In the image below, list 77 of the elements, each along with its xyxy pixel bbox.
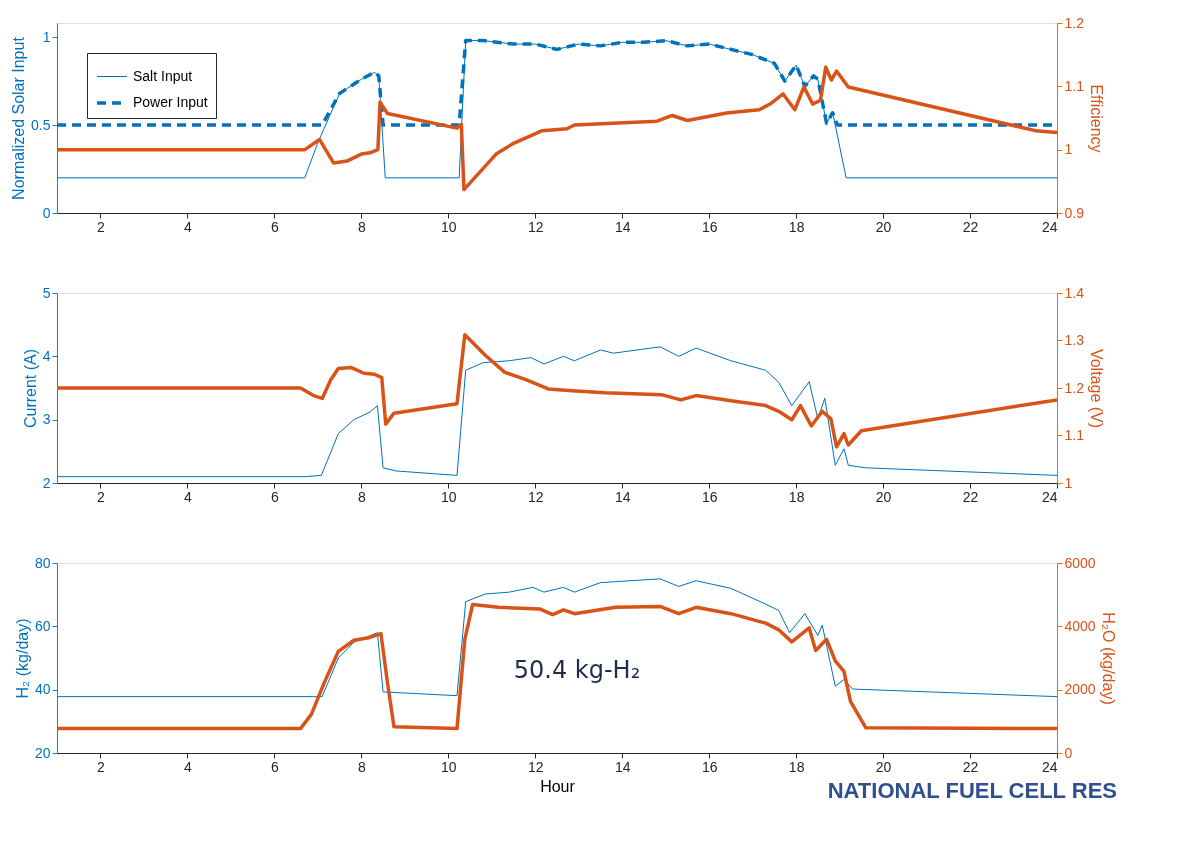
x-tick-label: 18 (788, 758, 805, 775)
x-tick-label: 16 (701, 218, 718, 235)
y-tick-label: 80 (34, 554, 51, 571)
y-tick-label: 3 (42, 411, 51, 428)
x-tick-label: 6 (270, 488, 279, 505)
y2-tick-label: 1.4 (1064, 284, 1085, 301)
y2-tick-label: 0.9 (1064, 204, 1085, 221)
y2-tick-label: 2000 (1064, 681, 1096, 698)
x-tick-label: 4 (184, 218, 193, 235)
x-tick-label: 8 (357, 758, 366, 775)
x-tick-label: 8 (357, 218, 366, 235)
annotation: 50.4 kg-H₂ (513, 656, 641, 685)
x-tick-label: 2 (97, 488, 106, 505)
x-tick-label: 20 (875, 758, 892, 775)
x-tick-label: 6 (270, 218, 279, 235)
legend-label: Salt Input (133, 67, 193, 84)
x-tick-label: 24 (1041, 488, 1058, 505)
x-tick-label: 12 (527, 758, 544, 775)
y2-tick-label: 1 (1064, 141, 1073, 158)
y2-axis-title: Voltage (V) (1087, 348, 1105, 429)
y2-axis-title: Efficiency (1087, 84, 1105, 153)
y2-tick-label: 1.1 (1064, 77, 1085, 94)
x-tick-label: 4 (184, 758, 193, 775)
y-tick-label: 20 (34, 744, 51, 761)
x-tick-label: 6 (270, 758, 279, 775)
x-tick-label: 16 (701, 758, 718, 775)
text: NATIONAL FUEL CELL RES (827, 778, 1117, 803)
y-tick-label: 5 (42, 284, 51, 301)
x-tick-label: 14 (614, 218, 631, 235)
y2-tick-label: 1.2 (1064, 14, 1085, 31)
y2-tick-label: 1.3 (1064, 332, 1085, 348)
x-axis-title: Hour (540, 777, 576, 795)
y2-tick-label: 6000 (1064, 554, 1096, 571)
y-axis-title: Normalized Solar Input (10, 36, 28, 200)
x-tick-label: 18 (788, 218, 805, 235)
y-tick-label: 0 (42, 204, 51, 221)
y2-tick-label: 4000 (1064, 617, 1096, 634)
x-tick-label: 10 (441, 218, 457, 235)
line-series (57, 602, 1057, 731)
x-tick-label: 22 (962, 758, 979, 775)
line-series (57, 65, 1057, 192)
x-tick-label: 10 (441, 488, 457, 505)
x-tick-label: 2 (97, 758, 106, 775)
y-axis-title: H₂ (kg/day) (13, 618, 31, 699)
x-tick-label: 20 (875, 488, 892, 505)
y2-axis-title: H₂O (kg/day) (1099, 612, 1117, 705)
y2-tick-label: 1.1 (1064, 427, 1085, 443)
x-tick-label: 2 (97, 218, 106, 235)
line-series (57, 333, 1057, 449)
x-tick-label: 22 (962, 218, 979, 235)
x-tick-label: 12 (527, 218, 544, 235)
x-tick-label: 4 (184, 488, 193, 505)
x-tick-label: 10 (441, 758, 457, 775)
x-tick-label: 24 (1041, 758, 1058, 775)
x-tick-label: 14 (614, 488, 631, 505)
x-tick-label: 14 (614, 758, 631, 775)
line-series (57, 346, 1057, 478)
line-series (57, 578, 1057, 698)
y-tick-label: 4 (42, 347, 51, 364)
y2-tick-label: 1.2 (1064, 379, 1085, 396)
x-tick-label: 24 (1041, 218, 1058, 235)
y-axis-title: Current (A) (21, 348, 39, 429)
line-series (57, 40, 1057, 179)
y2-tick-label: 1 (1064, 474, 1073, 491)
y-tick-label: 1 (42, 28, 51, 45)
x-tick-label: 8 (357, 488, 366, 505)
legend-label: Power Input (133, 94, 208, 110)
x-tick-label: 18 (788, 488, 805, 505)
x-tick-label: 16 (701, 488, 718, 505)
y2-tick-label: 0 (1064, 744, 1073, 761)
y-tick-label: 40 (34, 681, 51, 698)
y-tick-label: 2 (42, 474, 51, 491)
x-tick-label: 12 (527, 488, 544, 505)
x-tick-label: 20 (875, 218, 892, 235)
x-tick-label: 22 (962, 488, 979, 505)
y-tick-label: 0.5 (31, 116, 51, 133)
y-tick-label: 60 (34, 617, 51, 634)
